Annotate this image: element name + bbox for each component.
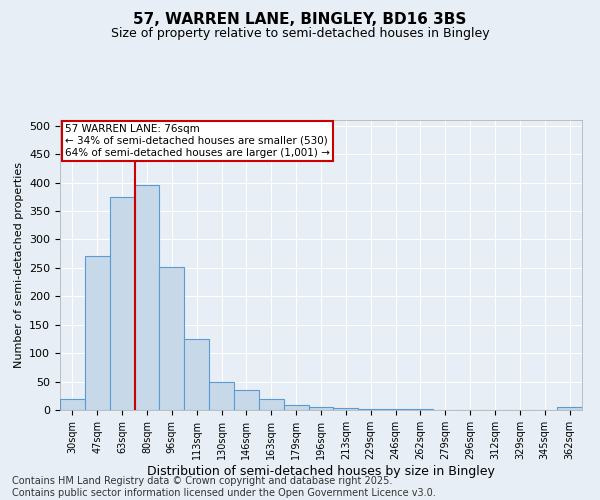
Bar: [110, 197, 134, 410]
Bar: [308, 407, 334, 410]
Bar: [284, 406, 308, 410]
Text: Contains HM Land Registry data © Crown copyright and database right 2025.
Contai: Contains HM Land Registry data © Crown c…: [12, 476, 436, 498]
Bar: [358, 409, 383, 410]
Bar: [209, 382, 234, 410]
Bar: [160, 266, 184, 410]
Text: Size of property relative to semi-detached houses in Bingley: Size of property relative to semi-detach…: [110, 28, 490, 40]
Bar: [334, 408, 358, 410]
Bar: [234, 390, 259, 410]
X-axis label: Distribution of semi-detached houses by size in Bingley: Distribution of semi-detached houses by …: [147, 464, 495, 477]
Bar: [60, 398, 85, 410]
Bar: [85, 256, 110, 410]
Bar: [259, 398, 284, 410]
Y-axis label: Number of semi-detached properties: Number of semi-detached properties: [14, 162, 23, 368]
Bar: [184, 339, 209, 410]
Text: 57 WARREN LANE: 76sqm
← 34% of semi-detached houses are smaller (530)
64% of sem: 57 WARREN LANE: 76sqm ← 34% of semi-deta…: [65, 124, 330, 158]
Bar: [134, 186, 160, 410]
Text: 57, WARREN LANE, BINGLEY, BD16 3BS: 57, WARREN LANE, BINGLEY, BD16 3BS: [133, 12, 467, 28]
Bar: [557, 407, 582, 410]
